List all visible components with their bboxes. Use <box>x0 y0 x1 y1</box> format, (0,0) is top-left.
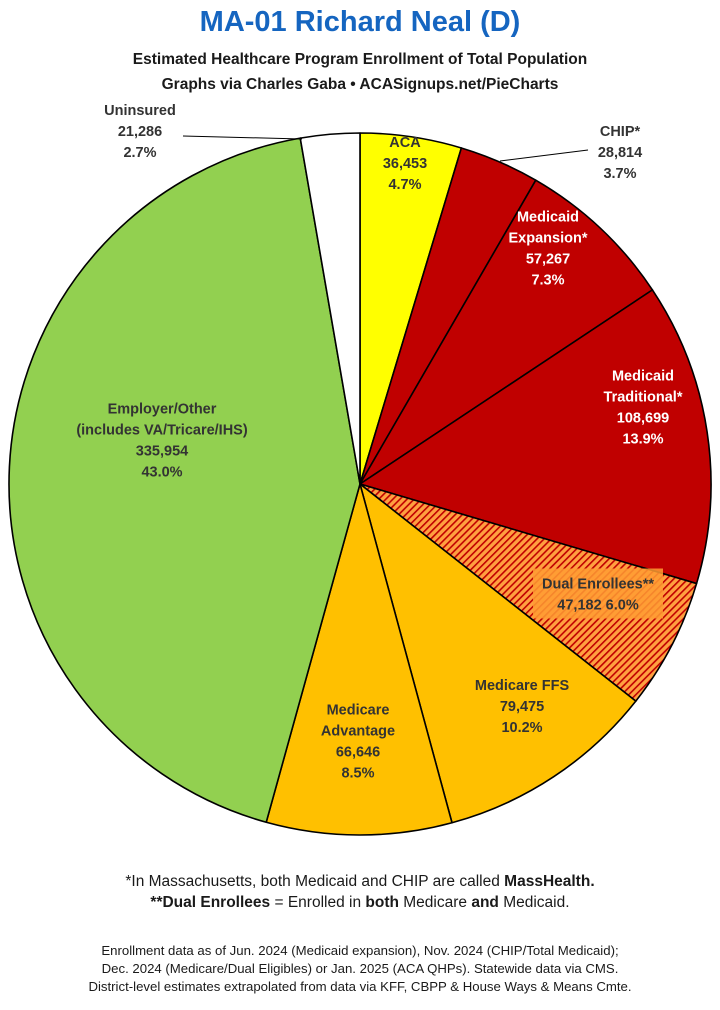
slice-label-4: Dual Enrollees** 47,182 6.0% <box>542 577 654 614</box>
slice-label-line: 10.2% <box>501 720 542 736</box>
slice-label-2: Medicaid Expansion* 57,267 7.3% <box>509 210 588 289</box>
pie-slice-4 <box>359 483 698 702</box>
slice-label-line: 108,699 <box>617 411 669 427</box>
slice-label-line: 8.5% <box>341 766 374 782</box>
slice-label-line: 21,286 <box>118 124 162 140</box>
slice-label-line: Expansion* <box>509 231 588 247</box>
slice-label-line: (includes VA/Tricare/IHS) <box>76 423 248 439</box>
dual-enrollees-label-backdrop <box>533 568 663 619</box>
slice-label-line: 2.7% <box>123 145 156 161</box>
chart-credit: Graphs via Charles Gaba • ACASignups.net… <box>161 76 559 93</box>
slice-label-line: Dual Enrollees** <box>542 577 654 593</box>
slice-label-line: 7.3% <box>531 273 564 289</box>
slice-label-line: 28,814 <box>598 145 642 161</box>
slice-label-line: Traditional* <box>604 390 683 406</box>
source-note-line1: Enrollment data as of Jun. 2024 (Medicai… <box>101 943 619 958</box>
footnote-dual-enrollees: **Dual Enrollees = Enrolled in both Medi… <box>150 894 570 911</box>
slice-label-0: ACA 36,453 4.7% <box>383 135 427 193</box>
slice-label-line: ACA <box>389 135 421 151</box>
slice-label-line: Advantage <box>321 724 395 740</box>
source-note-line3: District-level estimates extrapolated fr… <box>88 979 632 994</box>
slice-label-line: Medicare FFS <box>475 678 570 694</box>
slice-label-line: 3.7% <box>603 166 636 182</box>
slice-label-line: Uninsured <box>104 103 176 119</box>
slice-label-line: 79,475 <box>500 699 544 715</box>
slice-label-line: Medicaid <box>517 210 579 226</box>
slice-label-line: CHIP* <box>600 124 641 140</box>
slice-label-6: Medicare Advantage 66,646 8.5% <box>321 703 395 782</box>
slice-label-line: Employer/Other <box>108 402 217 418</box>
source-note-line2: Dec. 2024 (Medicare/Dual Eligibles) or J… <box>101 961 619 976</box>
slice-label-line: 13.9% <box>622 432 663 448</box>
pie-slice-5 <box>359 483 637 824</box>
footnote-masshealth: *In Massachusetts, both Medicaid and CHI… <box>125 873 595 890</box>
slice-label-line: Medicare <box>327 703 390 719</box>
slice-label-line: 57,267 <box>526 252 570 268</box>
pie-slice-3 <box>359 289 712 585</box>
slice-label-8: Uninsured 21,286 2.7% <box>104 103 176 161</box>
slice-label-line: 47,182 6.0% <box>557 598 639 614</box>
slice-label-3: Medicaid Traditional* 108,699 13.9% <box>604 369 683 448</box>
pie-slice-7 <box>8 137 361 824</box>
slice-label-1: CHIP* 28,814 3.7% <box>598 124 642 182</box>
slice-label-line: 4.7% <box>388 177 421 193</box>
pie-slice-6 <box>265 483 453 836</box>
slice-label-line: Medicaid <box>612 369 674 385</box>
slice-label-line: 36,453 <box>383 156 427 172</box>
slice-label-5: Medicare FFS 79,475 10.2% <box>475 678 570 736</box>
slice-label-line: 335,954 <box>136 444 188 460</box>
chart-subtitle: Estimated Healthcare Program Enrollment … <box>132 51 588 68</box>
slice-label-line: 43.0% <box>141 465 182 481</box>
slice-label-line: 66,646 <box>336 745 380 761</box>
slice-label-7: Employer/Other (includes VA/Tricare/IHS) 3… <box>76 402 248 481</box>
chart-title: MA-01 Richard Neal (D) <box>199 6 521 38</box>
pie-slice-8 <box>299 132 361 485</box>
pie-chart: ACA 36,453 4.7% CHIP* 28,814 3.7% Medicaid Expa… <box>8 103 712 836</box>
leader-line-1 <box>499 149 589 162</box>
leader-line-8 <box>182 135 303 140</box>
pie-slice-2 <box>359 179 654 485</box>
